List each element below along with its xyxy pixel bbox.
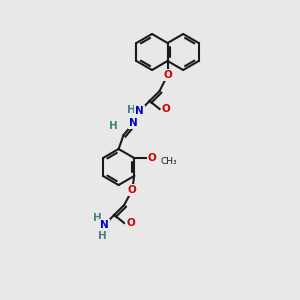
Text: H: H [127, 105, 136, 115]
Text: N: N [135, 106, 144, 116]
Text: O: O [162, 104, 170, 114]
Text: CH₃: CH₃ [160, 157, 177, 166]
Text: H: H [98, 231, 106, 241]
Text: N: N [100, 220, 109, 230]
Text: O: O [128, 185, 136, 195]
Text: H: H [93, 213, 102, 223]
Text: H: H [109, 121, 118, 131]
Text: O: O [163, 70, 172, 80]
Text: N: N [129, 118, 138, 128]
Text: O: O [126, 218, 135, 228]
Text: O: O [148, 153, 157, 163]
